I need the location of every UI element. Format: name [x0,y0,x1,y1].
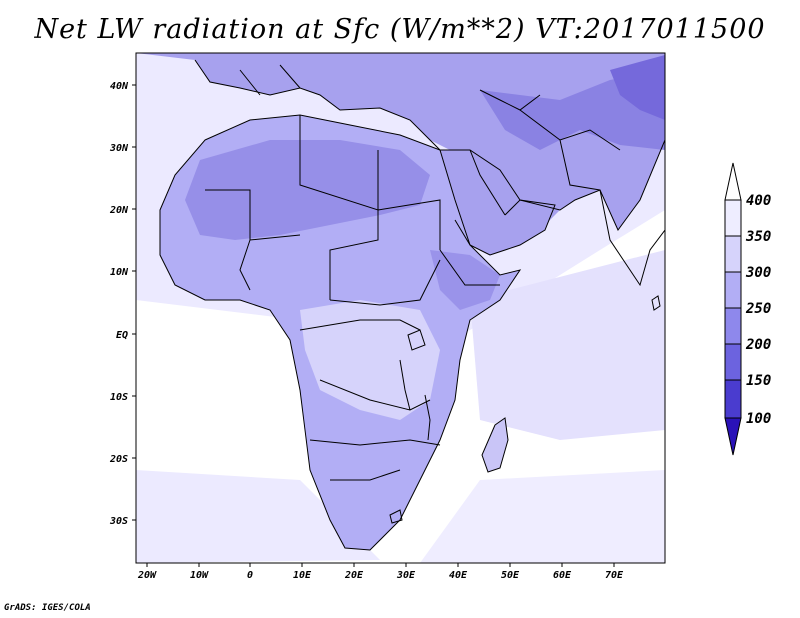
colorbar-bin-350-400 [724,199,742,237]
africa-coastline [159,114,522,551]
x-tick-40e: 40E [449,570,468,581]
border-2 [205,189,301,241]
boundaries [159,59,665,551]
x-tick-20e: 20E [344,570,364,581]
eurasia-darkest-zone [610,55,665,120]
y-tick-30s: 30S [109,516,128,527]
europe-coastline [194,59,441,151]
colorbar-label-250: 250 [745,301,771,317]
colorbar-label-100: 100 [746,411,771,427]
lake-victoria [407,329,426,351]
y-tick-labels: 40N 30N 20N 10N EQ 10S 20S 30S [109,81,129,527]
x-tick-20w: 20W [137,570,157,581]
border-6 [299,319,421,331]
colorbar-label-200: 200 [745,337,771,353]
colorbar-bin-150-200 [724,343,742,381]
ocean-zone-southeast [420,470,665,563]
colorbar-bin-200-250 [724,307,742,345]
x-tick-50e: 50E [501,570,520,581]
x-tick-10w: 10W [190,570,209,581]
colorbar-label-400: 400 [746,193,771,209]
y-tick-10n: 10N [110,267,129,278]
lesotho [389,509,403,524]
india-coast [599,189,665,287]
border-9 [330,469,401,481]
border-14 [559,139,601,191]
madagascar-land [482,418,508,472]
madagascar-coastline [481,417,509,473]
plot-frame [135,52,666,564]
asia-coastline [504,139,665,231]
tick-marks [132,84,615,567]
field-layers [136,53,665,563]
lake-malawi [424,394,431,441]
x-tick-0: 0 [247,570,253,581]
colorbar-bin-300-350 [724,235,742,273]
sahara-dark-zone [185,140,430,240]
x-tick-10e: 10E [293,570,312,581]
x-tick-60e: 60E [553,570,572,581]
colorbar-bottom-arrow [724,417,742,456]
y-tick-20n: 20N [109,205,129,216]
border-13 [519,109,621,151]
border-15 [479,89,541,111]
y-tick-30n: 30N [109,143,129,154]
border-5 [329,259,441,306]
credit-text: GrADS: IGES/COLA [4,603,91,613]
colorbar-label-150: 150 [746,373,771,389]
map-title: Net LW radiation at Sfc (W/m**2) VT:2017… [34,14,766,45]
y-tick-10s: 10S [110,392,128,403]
border-11 [439,249,500,286]
border-16 [239,64,301,96]
y-tick-20s: 20S [109,454,128,465]
border-1 [299,115,379,211]
border-12 [469,149,506,216]
border-8 [309,439,441,446]
colorbar: 400 350 300 250 200 150 100 [724,162,771,456]
border-4 [377,199,441,250]
ocean-zone-indian [470,250,665,440]
x-tick-70e: 70E [605,570,624,581]
sri-lanka [651,295,661,311]
ocean-zone-south [136,470,380,563]
colorbar-label-300: 300 [745,265,771,281]
y-tick-40n: 40N [110,81,129,92]
colorbar-bin-250-300 [724,271,742,309]
border-3 [329,210,379,300]
x-tick-labels: 20W 10W 0 10E 20E 30E 40E 50E 60E 70E [137,570,624,581]
horn-dark-zone [430,250,500,310]
border-7 [319,379,431,411]
y-tick-eq: EQ [116,330,128,341]
lake-tanganyika [399,359,411,411]
x-tick-30e: 30E [396,570,416,581]
border-10 [239,239,251,291]
colorbar-bin-100-150 [724,379,742,419]
arabia-coastline [440,149,556,256]
colorbar-top-arrow [724,162,742,201]
colorbar-label-350: 350 [745,229,771,245]
